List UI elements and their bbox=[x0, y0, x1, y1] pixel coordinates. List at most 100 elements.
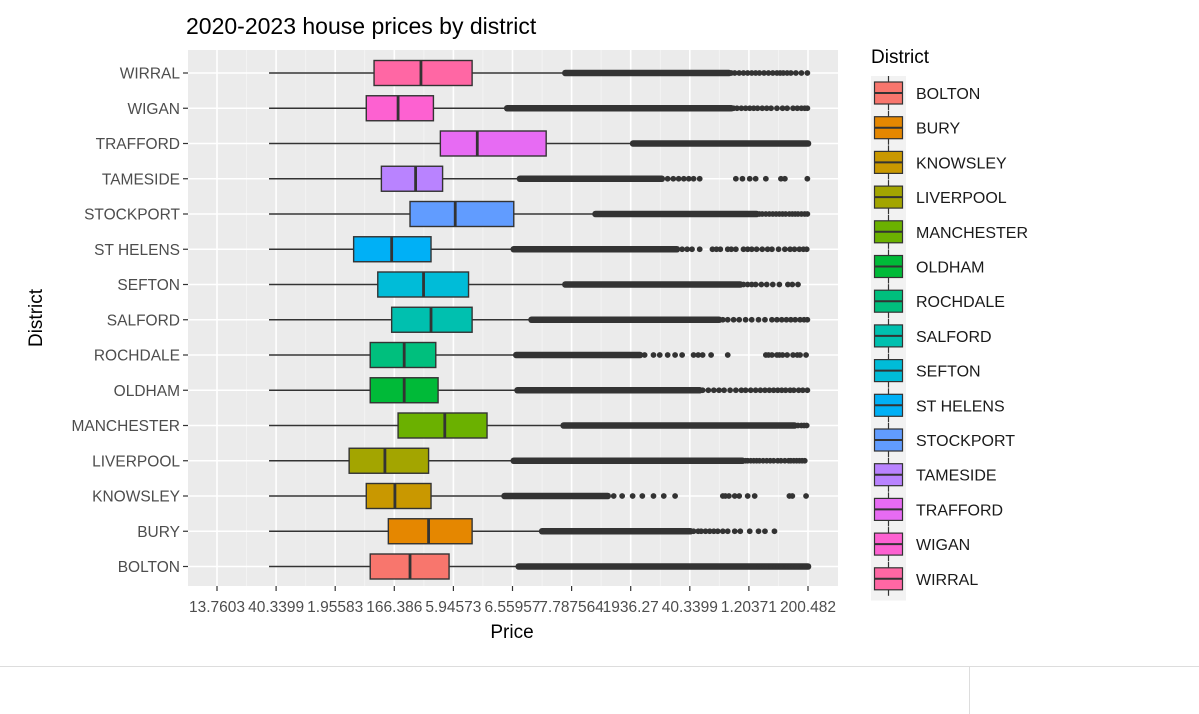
x-tick-label: 1936.27 bbox=[603, 599, 659, 616]
y-tick-label: TAMESIDE bbox=[102, 171, 180, 188]
outlier-point bbox=[795, 281, 801, 288]
outlier-point bbox=[656, 352, 663, 358]
outlier-point bbox=[744, 493, 751, 499]
outlier-point bbox=[769, 316, 775, 323]
outlier-point bbox=[790, 105, 796, 112]
outlier-point bbox=[755, 528, 762, 535]
outlier-point bbox=[769, 281, 776, 288]
outlier-point bbox=[742, 105, 749, 112]
outlier-point bbox=[738, 387, 745, 394]
boxes-layer bbox=[269, 59, 812, 580]
outlier-point bbox=[804, 316, 811, 323]
boxplot-sefton bbox=[269, 271, 801, 298]
bottom-divider bbox=[969, 667, 970, 714]
outlier-point bbox=[766, 387, 773, 394]
outlier-point bbox=[804, 105, 811, 112]
legend-item-sefton: SEFTON bbox=[873, 353, 981, 388]
outlier-point bbox=[801, 457, 808, 464]
legend-label: WIRRAL bbox=[916, 572, 978, 589]
outlier-point bbox=[784, 281, 791, 288]
legend-item-wigan: WIGAN bbox=[873, 527, 970, 562]
outlier-point bbox=[731, 493, 738, 499]
outlier-point bbox=[724, 352, 731, 358]
y-tick-label: STOCKPORT bbox=[84, 207, 180, 224]
x-axis: 13.7603 40.3399 1.95583 166.386 5.94573 6.559… bbox=[189, 586, 836, 616]
outlier-point bbox=[763, 281, 770, 288]
outlier-point bbox=[726, 493, 732, 499]
outlier-point bbox=[803, 493, 809, 499]
y-tick-label: ROCHDALE bbox=[94, 348, 180, 365]
y-tick-label: ST HELENS bbox=[94, 242, 180, 259]
outlier-point bbox=[650, 493, 657, 499]
outlier-point bbox=[672, 493, 678, 499]
legend-item-manchester: MANCHESTER bbox=[873, 214, 1028, 249]
box bbox=[348, 447, 430, 474]
y-tick-label: BOLTON bbox=[118, 559, 180, 576]
outlier-point bbox=[740, 281, 747, 288]
legend-label: BURY bbox=[916, 121, 960, 138]
outlier-point bbox=[641, 352, 648, 358]
outlier-point bbox=[744, 246, 751, 253]
outlier-point bbox=[747, 387, 754, 394]
y-tick-label: KNOWSLEY bbox=[92, 489, 180, 506]
outlier-point bbox=[724, 316, 731, 323]
outlier-point bbox=[790, 387, 797, 394]
legend-label: SEFTON bbox=[916, 364, 981, 381]
outlier-point bbox=[781, 175, 788, 182]
legend-label: KNOWSLEY bbox=[916, 155, 1007, 172]
outlier-point bbox=[762, 387, 768, 394]
outlier-point bbox=[719, 528, 726, 535]
boxplot-salford bbox=[269, 306, 811, 333]
outlier-point bbox=[746, 105, 753, 112]
outlier-point bbox=[679, 246, 686, 253]
outlier-point bbox=[696, 246, 703, 253]
outlier-point bbox=[797, 316, 803, 323]
box bbox=[387, 518, 473, 545]
outlier-point bbox=[762, 316, 768, 323]
legend-item-trafford: TRAFFORD bbox=[873, 492, 1003, 527]
outlier-point bbox=[763, 563, 770, 570]
y-tick-label: SALFORD bbox=[107, 312, 180, 329]
box bbox=[373, 59, 473, 87]
y-axis-title: District bbox=[26, 288, 47, 347]
outlier-point bbox=[791, 246, 798, 253]
outlier-point bbox=[778, 563, 784, 570]
outlier-point bbox=[690, 352, 697, 358]
outlier-point bbox=[679, 352, 686, 358]
boxplot-knowsley bbox=[269, 482, 809, 510]
outlier-point bbox=[769, 70, 776, 76]
outlier-point bbox=[752, 281, 759, 288]
legend-item-wirral: WIRRAL bbox=[873, 561, 978, 596]
x-axis-title: Price bbox=[490, 622, 533, 643]
outlier-point bbox=[736, 493, 743, 499]
y-tick-label: MANCHESTER bbox=[71, 418, 180, 435]
outlier-point bbox=[779, 352, 786, 358]
outlier-point bbox=[774, 387, 781, 394]
outlier-point bbox=[685, 175, 692, 182]
outlier-point bbox=[799, 387, 806, 394]
boxplot-bury bbox=[269, 518, 778, 545]
outlier-point bbox=[784, 105, 791, 112]
outlier-point bbox=[804, 387, 811, 394]
x-tick-label: 166.386 bbox=[366, 599, 422, 616]
outlier-point bbox=[705, 387, 712, 394]
legend-label: TRAFFORD bbox=[916, 502, 1003, 519]
outlier-point bbox=[742, 387, 749, 394]
outlier-point bbox=[793, 563, 800, 570]
outlier-point bbox=[769, 352, 775, 358]
x-tick-label: 1.95583 bbox=[307, 599, 363, 616]
outlier-point bbox=[664, 352, 671, 358]
outlier-point bbox=[795, 387, 802, 394]
chart-title: 2020-2023 house prices by district bbox=[186, 13, 537, 39]
outlier-point bbox=[789, 493, 796, 499]
outlier-point bbox=[748, 246, 755, 253]
outlier-point bbox=[737, 528, 744, 535]
legend-label: ROCHDALE bbox=[916, 294, 1005, 311]
outlier-point bbox=[779, 105, 786, 112]
outlier-point bbox=[746, 528, 753, 535]
outlier-point bbox=[764, 246, 771, 253]
outlier-point bbox=[804, 211, 811, 217]
outlier-point bbox=[759, 246, 766, 253]
outlier-point bbox=[774, 316, 780, 323]
bottom-panel bbox=[0, 666, 1199, 714]
